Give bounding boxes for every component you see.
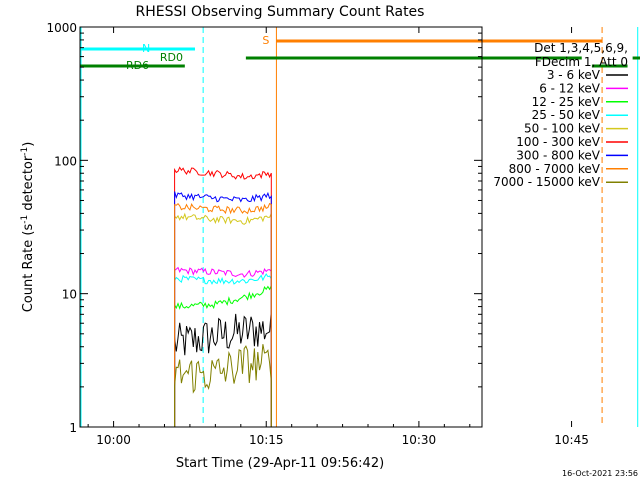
legend-entry-label: 6 - 12 keV	[539, 81, 601, 95]
legend: Det 1,3,4,5,6,9, FDecim 1, Att 0 3 - 6 k…	[493, 41, 628, 189]
legend-entry-label: 800 - 7000 keV	[509, 162, 601, 176]
y-axis-ticks: 1 10 100 1000	[46, 21, 482, 435]
generation-timestamp: 16-Oct-2021 23:56	[562, 469, 638, 478]
series-line	[174, 166, 272, 427]
y-axis-label-main: Count Rate (s	[21, 224, 36, 313]
x-tick-label: 10:30	[402, 433, 437, 447]
series-line	[174, 310, 272, 427]
legend-header-1: Det 1,3,4,5,6,9,	[534, 41, 628, 55]
legend-entry-label: 100 - 300 keV	[516, 135, 600, 149]
legend-entry-label: 50 - 100 keV	[524, 122, 601, 136]
x-tick-label: 10:15	[249, 433, 284, 447]
series-line	[174, 273, 272, 427]
y-axis-label-end: )	[21, 142, 36, 147]
series-line	[174, 266, 272, 427]
series-line	[174, 191, 272, 427]
x-axis-label: Start Time (29-Apr-11 09:56:42)	[176, 456, 384, 471]
y-axis-label: Count Rate (s-1 detector-1)	[20, 142, 36, 313]
y-tick-label: 10	[62, 288, 77, 302]
chart-title: RHESSI Observing Summary Count Rates	[136, 4, 425, 20]
series-line	[174, 202, 272, 427]
y-tick-label: 1	[69, 421, 77, 435]
series-line	[174, 344, 272, 427]
legend-entry-label: 3 - 6 keV	[547, 68, 601, 82]
y-tick-label: 1000	[46, 21, 77, 35]
y-axis-label-sup1: -1	[20, 215, 30, 224]
plot-frame	[79, 26, 483, 428]
series-line	[174, 212, 272, 427]
legend-entry-label: 12 - 25 keV	[532, 95, 601, 109]
legend-entry-label: 25 - 50 keV	[532, 108, 601, 122]
x-tick-label: 10:45	[554, 433, 589, 447]
flag-label: RD6	[126, 59, 149, 72]
flag-label: S	[262, 34, 269, 47]
flag-label: N	[142, 42, 150, 55]
y-tick-label: 100	[54, 154, 77, 168]
flag-label: RD0	[160, 51, 183, 64]
legend-entry-label: 7000 - 15000 keV	[493, 175, 600, 189]
legend-entry-label: 300 - 800 keV	[516, 148, 600, 162]
legend-header-2: FDecim 1, Att 0	[535, 55, 628, 69]
y-axis-label-mid: detector	[21, 155, 36, 215]
series-line	[174, 285, 272, 427]
x-tick-label: 10:00	[96, 433, 131, 447]
y-axis-label-sup2: -1	[20, 147, 30, 156]
